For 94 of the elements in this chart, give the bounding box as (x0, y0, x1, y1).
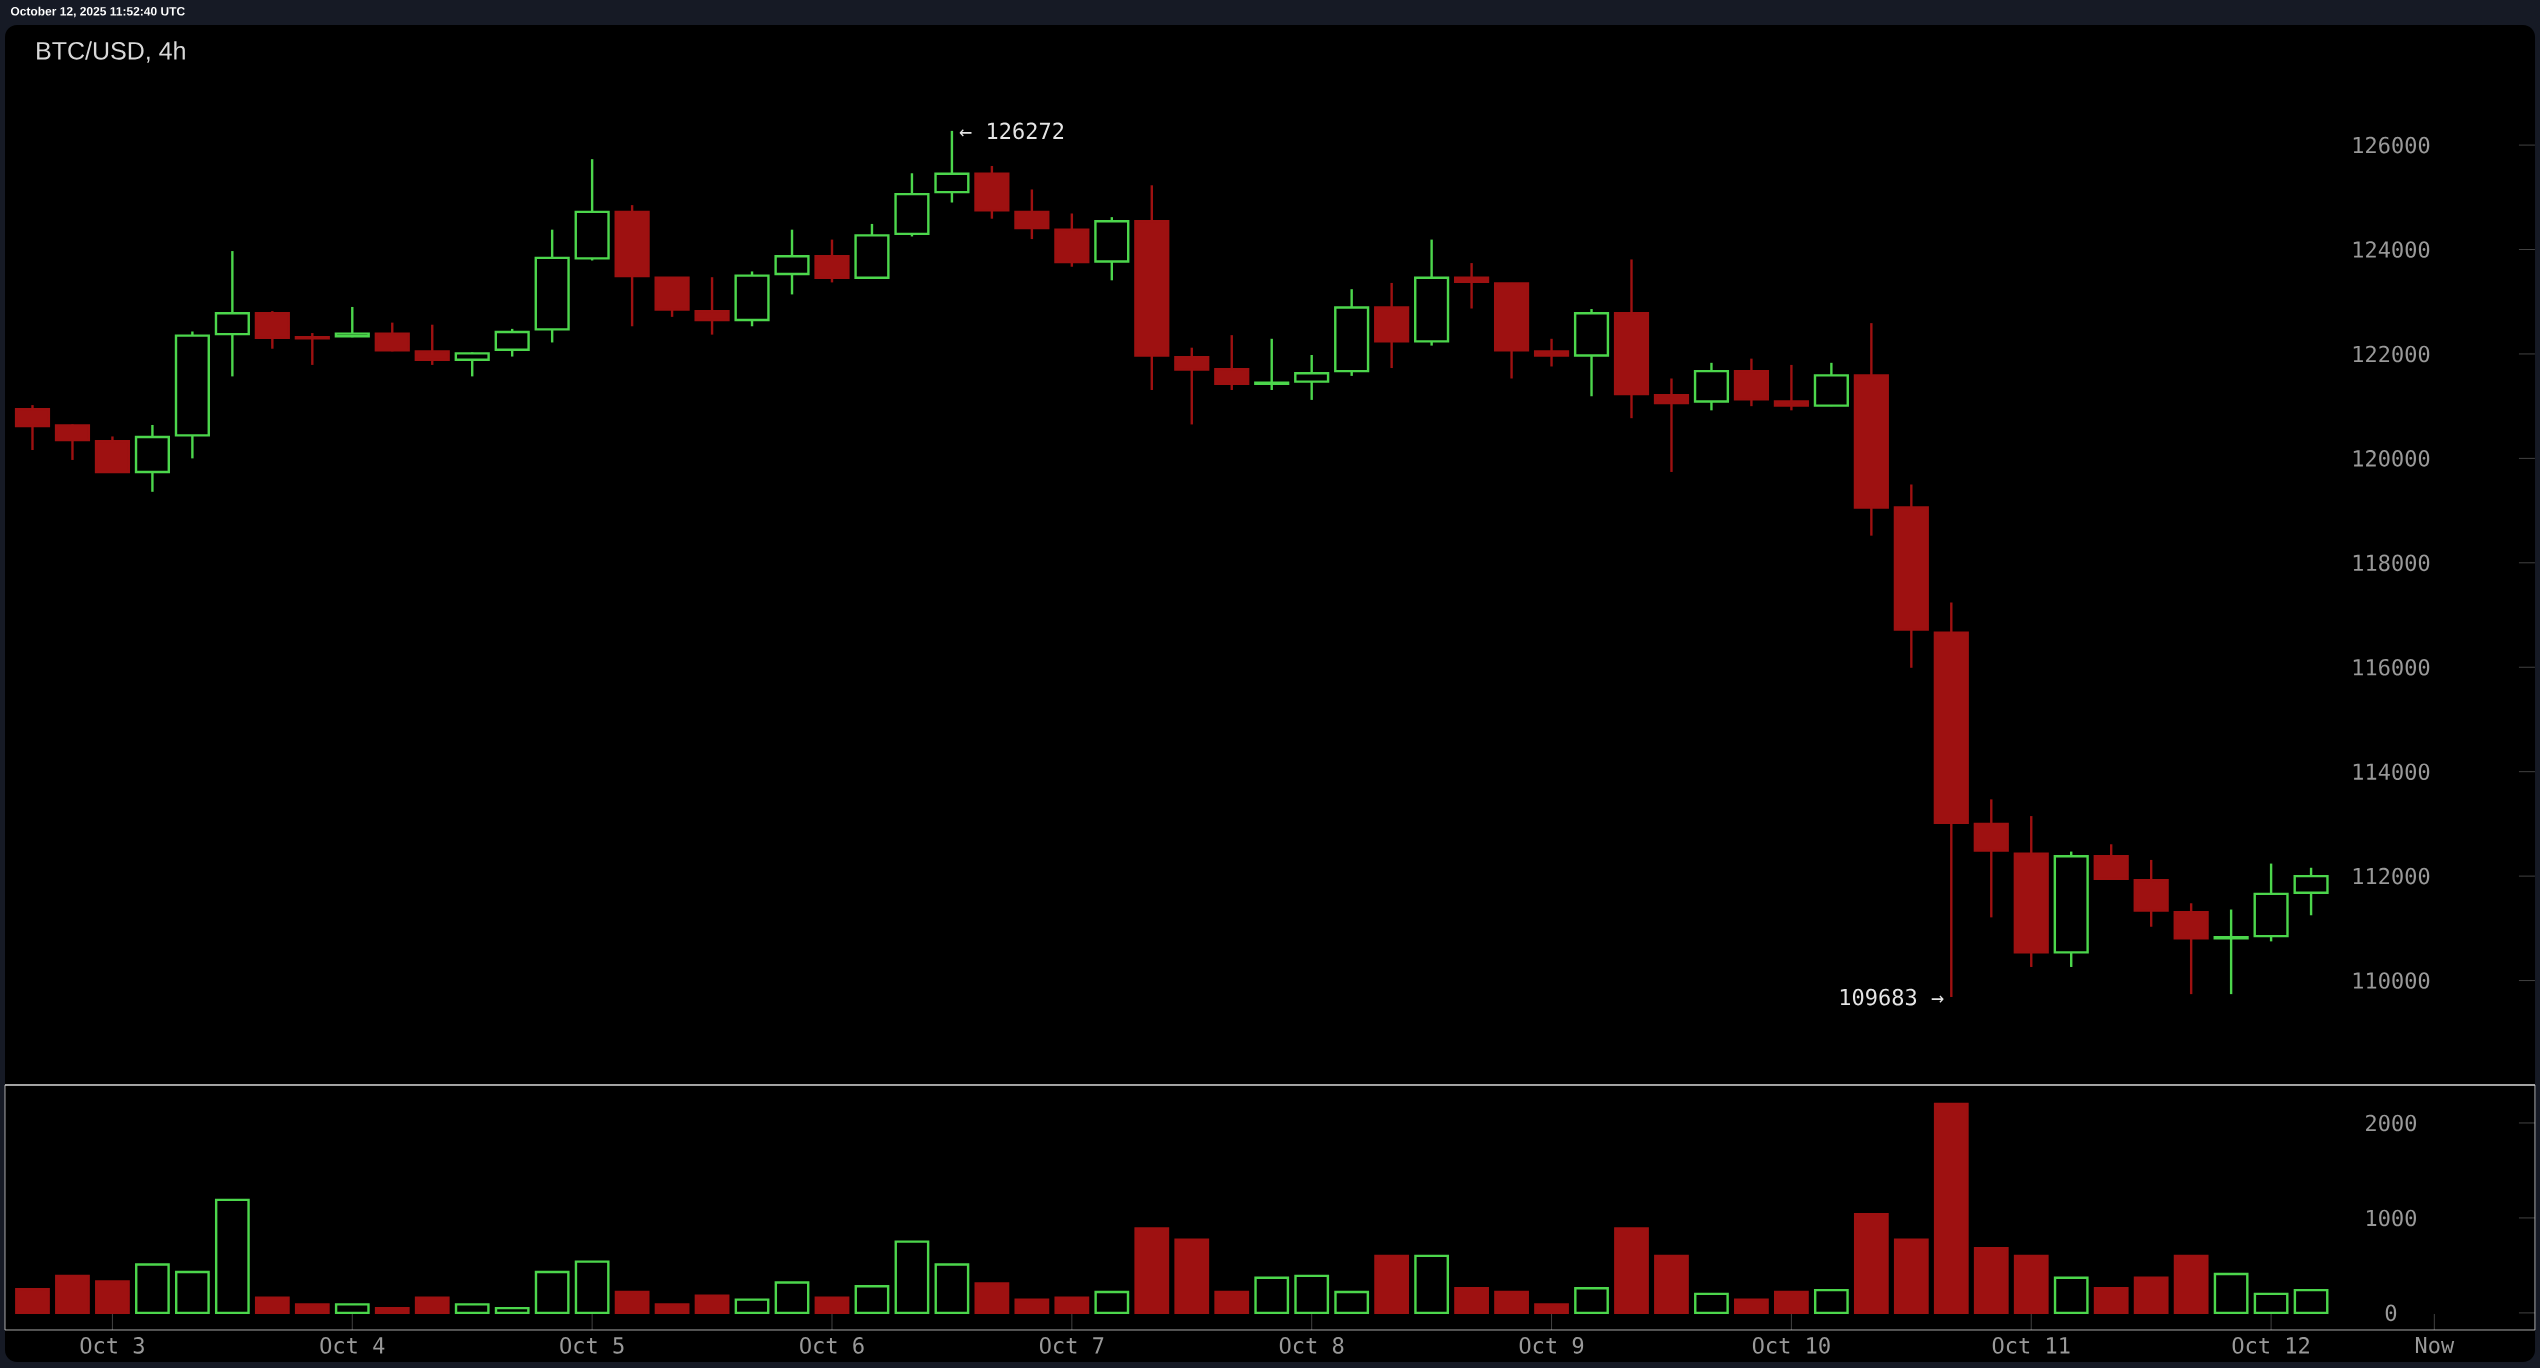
x-tick-label: Oct 5 (560, 1337, 624, 1354)
x-tick-label: Oct 8 (1279, 1337, 1344, 1354)
x-tick-label: Oct 6 (800, 1337, 864, 1354)
bar (414, 1296, 450, 1315)
candlestick (1773, 363, 1809, 412)
bar (294, 1303, 330, 1315)
bar (1654, 1254, 1689, 1315)
bar (2173, 1254, 2209, 1315)
y-tick-label: 118000 (2353, 554, 2430, 572)
bar (1494, 1290, 1529, 1315)
annotation: ← 126272 (959, 122, 1064, 140)
bar (1374, 1254, 1410, 1315)
chart-subtitle: October 12, 2025 11:52:40 UTC (10, 6, 185, 18)
bar (454, 1303, 490, 1315)
bar (774, 1281, 810, 1315)
text: BTC/USD, 4h (37, 41, 185, 63)
bar (2133, 1276, 2169, 1315)
bar (1174, 1238, 1210, 1315)
bar (894, 1240, 930, 1315)
candlestick (694, 275, 730, 336)
bar (1614, 1227, 1649, 1315)
bar (1574, 1287, 1609, 1315)
x-tick-label: Oct 12 (2232, 1337, 2309, 1354)
bar (654, 1303, 690, 1315)
bar (2053, 1276, 2089, 1315)
bar (814, 1296, 850, 1315)
y-tick-label: 122000 (2353, 345, 2430, 363)
bar (1414, 1254, 1450, 1315)
bar (2093, 1287, 2129, 1315)
bar (734, 1298, 770, 1315)
bar (1893, 1238, 1929, 1315)
bar (974, 1282, 1010, 1315)
bar (1973, 1247, 2009, 1315)
x-tick-label: Oct 3 (80, 1337, 144, 1354)
bar (254, 1296, 290, 1315)
bar (1054, 1296, 1090, 1315)
bar (2293, 1288, 2329, 1315)
bar (1534, 1303, 1569, 1315)
y-tick-label: 124000 (2353, 241, 2430, 258)
bar (175, 1270, 210, 1315)
bar (95, 1280, 130, 1315)
bar (1454, 1287, 1489, 1315)
bar (1694, 1292, 1729, 1315)
bar (1134, 1227, 1170, 1315)
bar (614, 1290, 650, 1315)
bar (2213, 1272, 2249, 1315)
bar (1813, 1288, 1849, 1315)
x-tick-label: Now (2415, 1337, 2455, 1354)
bar (574, 1260, 610, 1315)
y-tick-label: 2000 (2366, 1114, 2416, 1132)
bar (1254, 1276, 1290, 1315)
candlestick (1653, 377, 1690, 474)
y-tick-label: 114000 (2353, 763, 2430, 780)
bar (55, 1274, 90, 1315)
y-tick-label: 110000 (2353, 972, 2430, 989)
bar (1774, 1290, 1809, 1315)
bar (494, 1306, 530, 1315)
bar (1014, 1298, 1050, 1315)
y-tick-label: 1000 (2367, 1209, 2416, 1227)
candlestick (2213, 908, 2249, 996)
bar (15, 1287, 50, 1315)
x-tick-label: Oct 9 (1519, 1337, 1584, 1354)
y-tick-label: 120000 (2353, 450, 2430, 467)
y-tick-label: 126000 (2353, 136, 2430, 154)
bar (1334, 1290, 1370, 1315)
bar (534, 1270, 570, 1315)
candlestick (294, 331, 330, 367)
y-tick-label: 116000 (2353, 658, 2430, 676)
candlestick (1454, 261, 1490, 310)
bar (334, 1303, 370, 1315)
bar (854, 1285, 890, 1315)
bar (374, 1306, 410, 1315)
annotation: 109683 → (1840, 988, 1944, 1006)
y-tick-label: 0 (2385, 1304, 2397, 1322)
x-tick-label: Oct 11 (1992, 1337, 2070, 1354)
y-tick-label: 112000 (2353, 867, 2430, 885)
bar (1853, 1212, 1889, 1315)
bar (934, 1263, 970, 1315)
candlestick (1533, 337, 1570, 368)
bar (1294, 1274, 1330, 1315)
bar (694, 1294, 730, 1315)
bar (2253, 1292, 2289, 1315)
bar (1214, 1290, 1250, 1315)
bar (135, 1263, 170, 1315)
x-tick-label: Oct 4 (320, 1337, 385, 1354)
candlestick (1254, 337, 1290, 392)
bar (1734, 1298, 1769, 1315)
x-tick-label: Oct 7 (1039, 1337, 1104, 1354)
bar (1933, 1102, 1969, 1315)
bar (1094, 1290, 1130, 1315)
x-tick-label: Oct 10 (1752, 1337, 1830, 1354)
bar (2013, 1254, 2049, 1315)
candlestick (334, 305, 370, 339)
bar (214, 1198, 250, 1315)
